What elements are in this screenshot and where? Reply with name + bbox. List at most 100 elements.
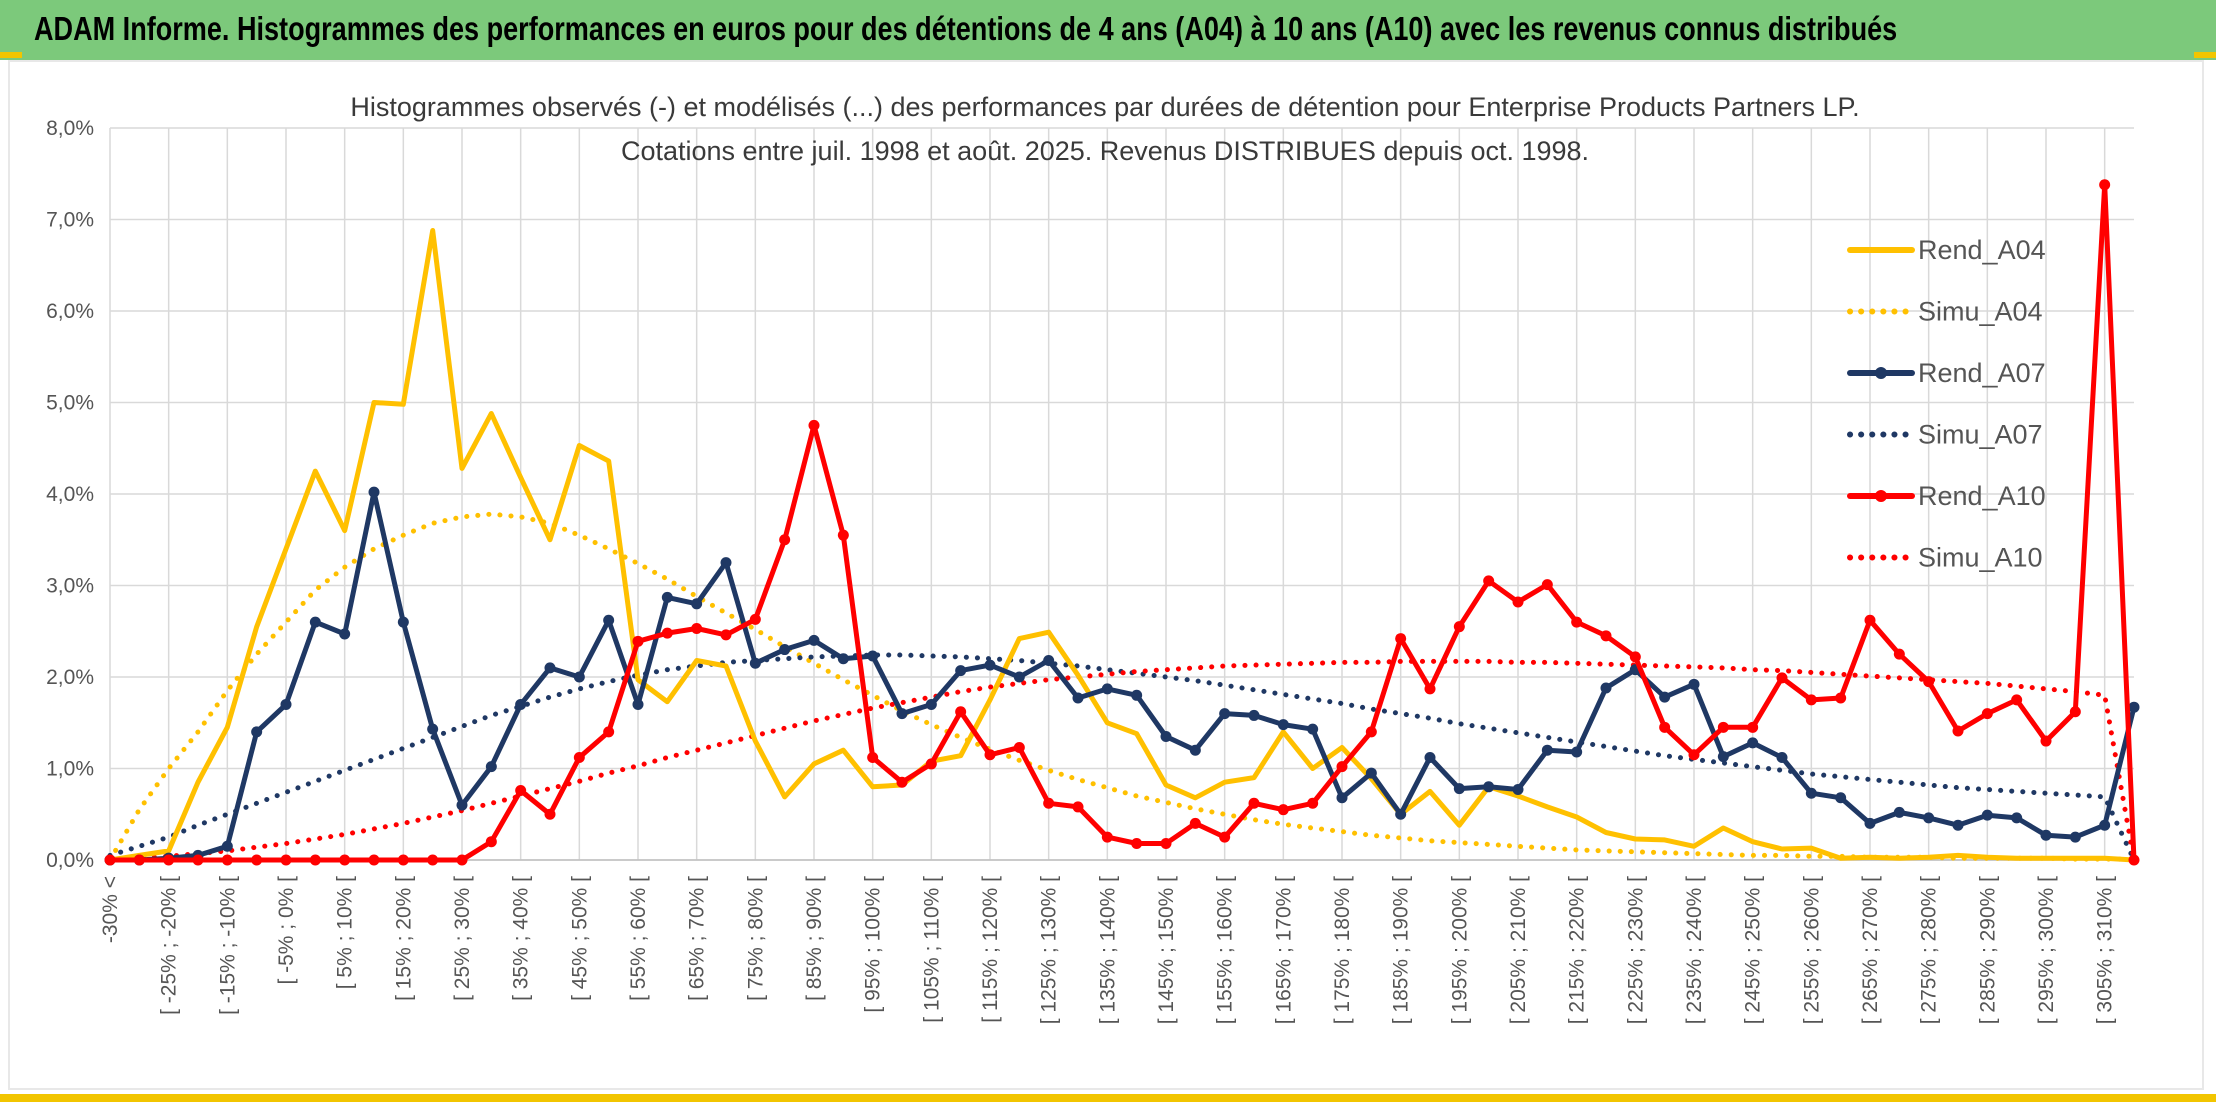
data-point [1688, 749, 1700, 761]
y-tick-label: 2,0% [46, 666, 94, 689]
x-tick-label: [ 145% ; 150% [ [1155, 876, 1178, 1024]
data-point [1072, 801, 1084, 813]
data-point [1717, 721, 1729, 733]
data-point [456, 854, 468, 866]
x-tick-label: [ 15% ; 20% [ [392, 876, 415, 1001]
data-point [1600, 682, 1612, 694]
series-line-simu-a10 [107, 658, 2137, 863]
data-point [1219, 831, 1231, 843]
legend-label: Rend_A10 [1918, 481, 2046, 511]
data-point [192, 854, 204, 866]
data-point [603, 726, 615, 738]
data-point [1923, 676, 1935, 688]
series-line-simu-a04 [107, 511, 2137, 863]
legend-marker [1875, 490, 1887, 502]
data-point [1776, 752, 1788, 764]
data-point [691, 623, 703, 635]
x-tick-label: [ 165% ; 170% [ [1272, 876, 1295, 1024]
data-point [2040, 735, 2052, 747]
data-point [427, 854, 439, 866]
x-tick-label: [ 235% ; 240% [ [1683, 876, 1706, 1024]
chart-title-line-1: Histogrammes observés (-) et modélisés (… [350, 92, 1859, 122]
data-point [1101, 831, 1113, 843]
data-point [1805, 787, 1817, 799]
data-point [1365, 767, 1377, 779]
data-point [1307, 797, 1319, 809]
data-point [251, 726, 263, 738]
data-point [1277, 804, 1289, 816]
data-point [427, 723, 439, 735]
x-tick-label: [ 295% ; 300% [ [2035, 876, 2058, 1024]
data-point [2128, 854, 2140, 866]
x-tick-label: [ 55% ; 60% [ [627, 876, 650, 1001]
data-point [1277, 719, 1289, 731]
data-point [368, 854, 380, 866]
data-point [1747, 721, 1759, 733]
data-point [808, 634, 820, 646]
data-point [1659, 721, 1671, 733]
x-tick-label: [ 245% ; 250% [ [1742, 876, 1765, 1024]
x-tick-label: [ 225% ; 230% [ [1624, 876, 1647, 1024]
data-point [1336, 761, 1348, 773]
data-point [925, 758, 937, 770]
data-point [1659, 691, 1671, 703]
legend-label: Simu_A07 [1918, 420, 2043, 450]
x-tick-label: [ 105% ; 110% [ [920, 876, 943, 1023]
data-point [309, 854, 321, 866]
data-point [984, 659, 996, 671]
data-point [837, 653, 849, 665]
data-point [632, 635, 644, 647]
x-tick-label: [ 195% ; 200% [ [1448, 876, 1471, 1024]
data-point [632, 698, 644, 710]
data-point [133, 854, 145, 866]
data-point [896, 776, 908, 788]
x-tick-label: [ 255% ; 260% [ [1800, 876, 1823, 1024]
x-tick-label: [ 305% ; 310% [ [2094, 876, 2117, 1024]
data-point [1131, 689, 1143, 701]
data-point [1365, 726, 1377, 738]
data-point [1131, 838, 1143, 850]
x-tick-label: [ 25% ; 30% [ [451, 876, 474, 1001]
x-tick-label: [ 115% ; 120% [ [979, 876, 1002, 1023]
data-point [1160, 838, 1172, 850]
data-point [221, 840, 233, 852]
data-point [1864, 614, 1876, 626]
data-point [1160, 730, 1172, 742]
data-point [779, 534, 791, 546]
data-point [749, 613, 761, 625]
data-point [397, 616, 409, 628]
data-point [1776, 672, 1788, 684]
data-point [779, 644, 791, 656]
legend-marker [1875, 367, 1887, 379]
data-point [720, 557, 732, 569]
series-line-rend-a10 [107, 182, 2137, 863]
x-tick-label: [ 5% ; 10% [ [334, 876, 357, 989]
chart-grid [109, 127, 2134, 861]
data-point [1248, 797, 1260, 809]
data-point [1541, 744, 1553, 756]
x-tick-label: [ 95% ; 100% [ [862, 876, 885, 1013]
data-point [1981, 809, 1993, 821]
data-point [691, 598, 703, 610]
data-point [515, 784, 527, 796]
y-tick-label: 3,0% [46, 575, 94, 598]
data-point [1043, 655, 1055, 667]
x-tick-label: [ 155% ; 160% [ [1214, 876, 1237, 1024]
page-title: ADAM Informe. Histogrammes des performan… [34, 10, 1898, 47]
x-tick-label: -30% < [99, 876, 122, 943]
y-tick-label: 1,0% [46, 758, 94, 781]
data-point [1893, 806, 1905, 818]
data-point [1952, 819, 1964, 831]
data-point [1835, 792, 1847, 804]
data-point [456, 799, 468, 811]
y-tick-label: 8,0% [46, 117, 94, 140]
data-point [1893, 648, 1905, 660]
data-point [1453, 621, 1465, 633]
x-tick-label: [ -15% ; -10% [ [216, 876, 239, 1015]
data-point [2069, 831, 2081, 843]
data-point [1981, 708, 1993, 720]
title-accent-left [0, 52, 22, 58]
data-point [749, 657, 761, 669]
data-point [1013, 741, 1025, 753]
data-point [339, 628, 351, 640]
